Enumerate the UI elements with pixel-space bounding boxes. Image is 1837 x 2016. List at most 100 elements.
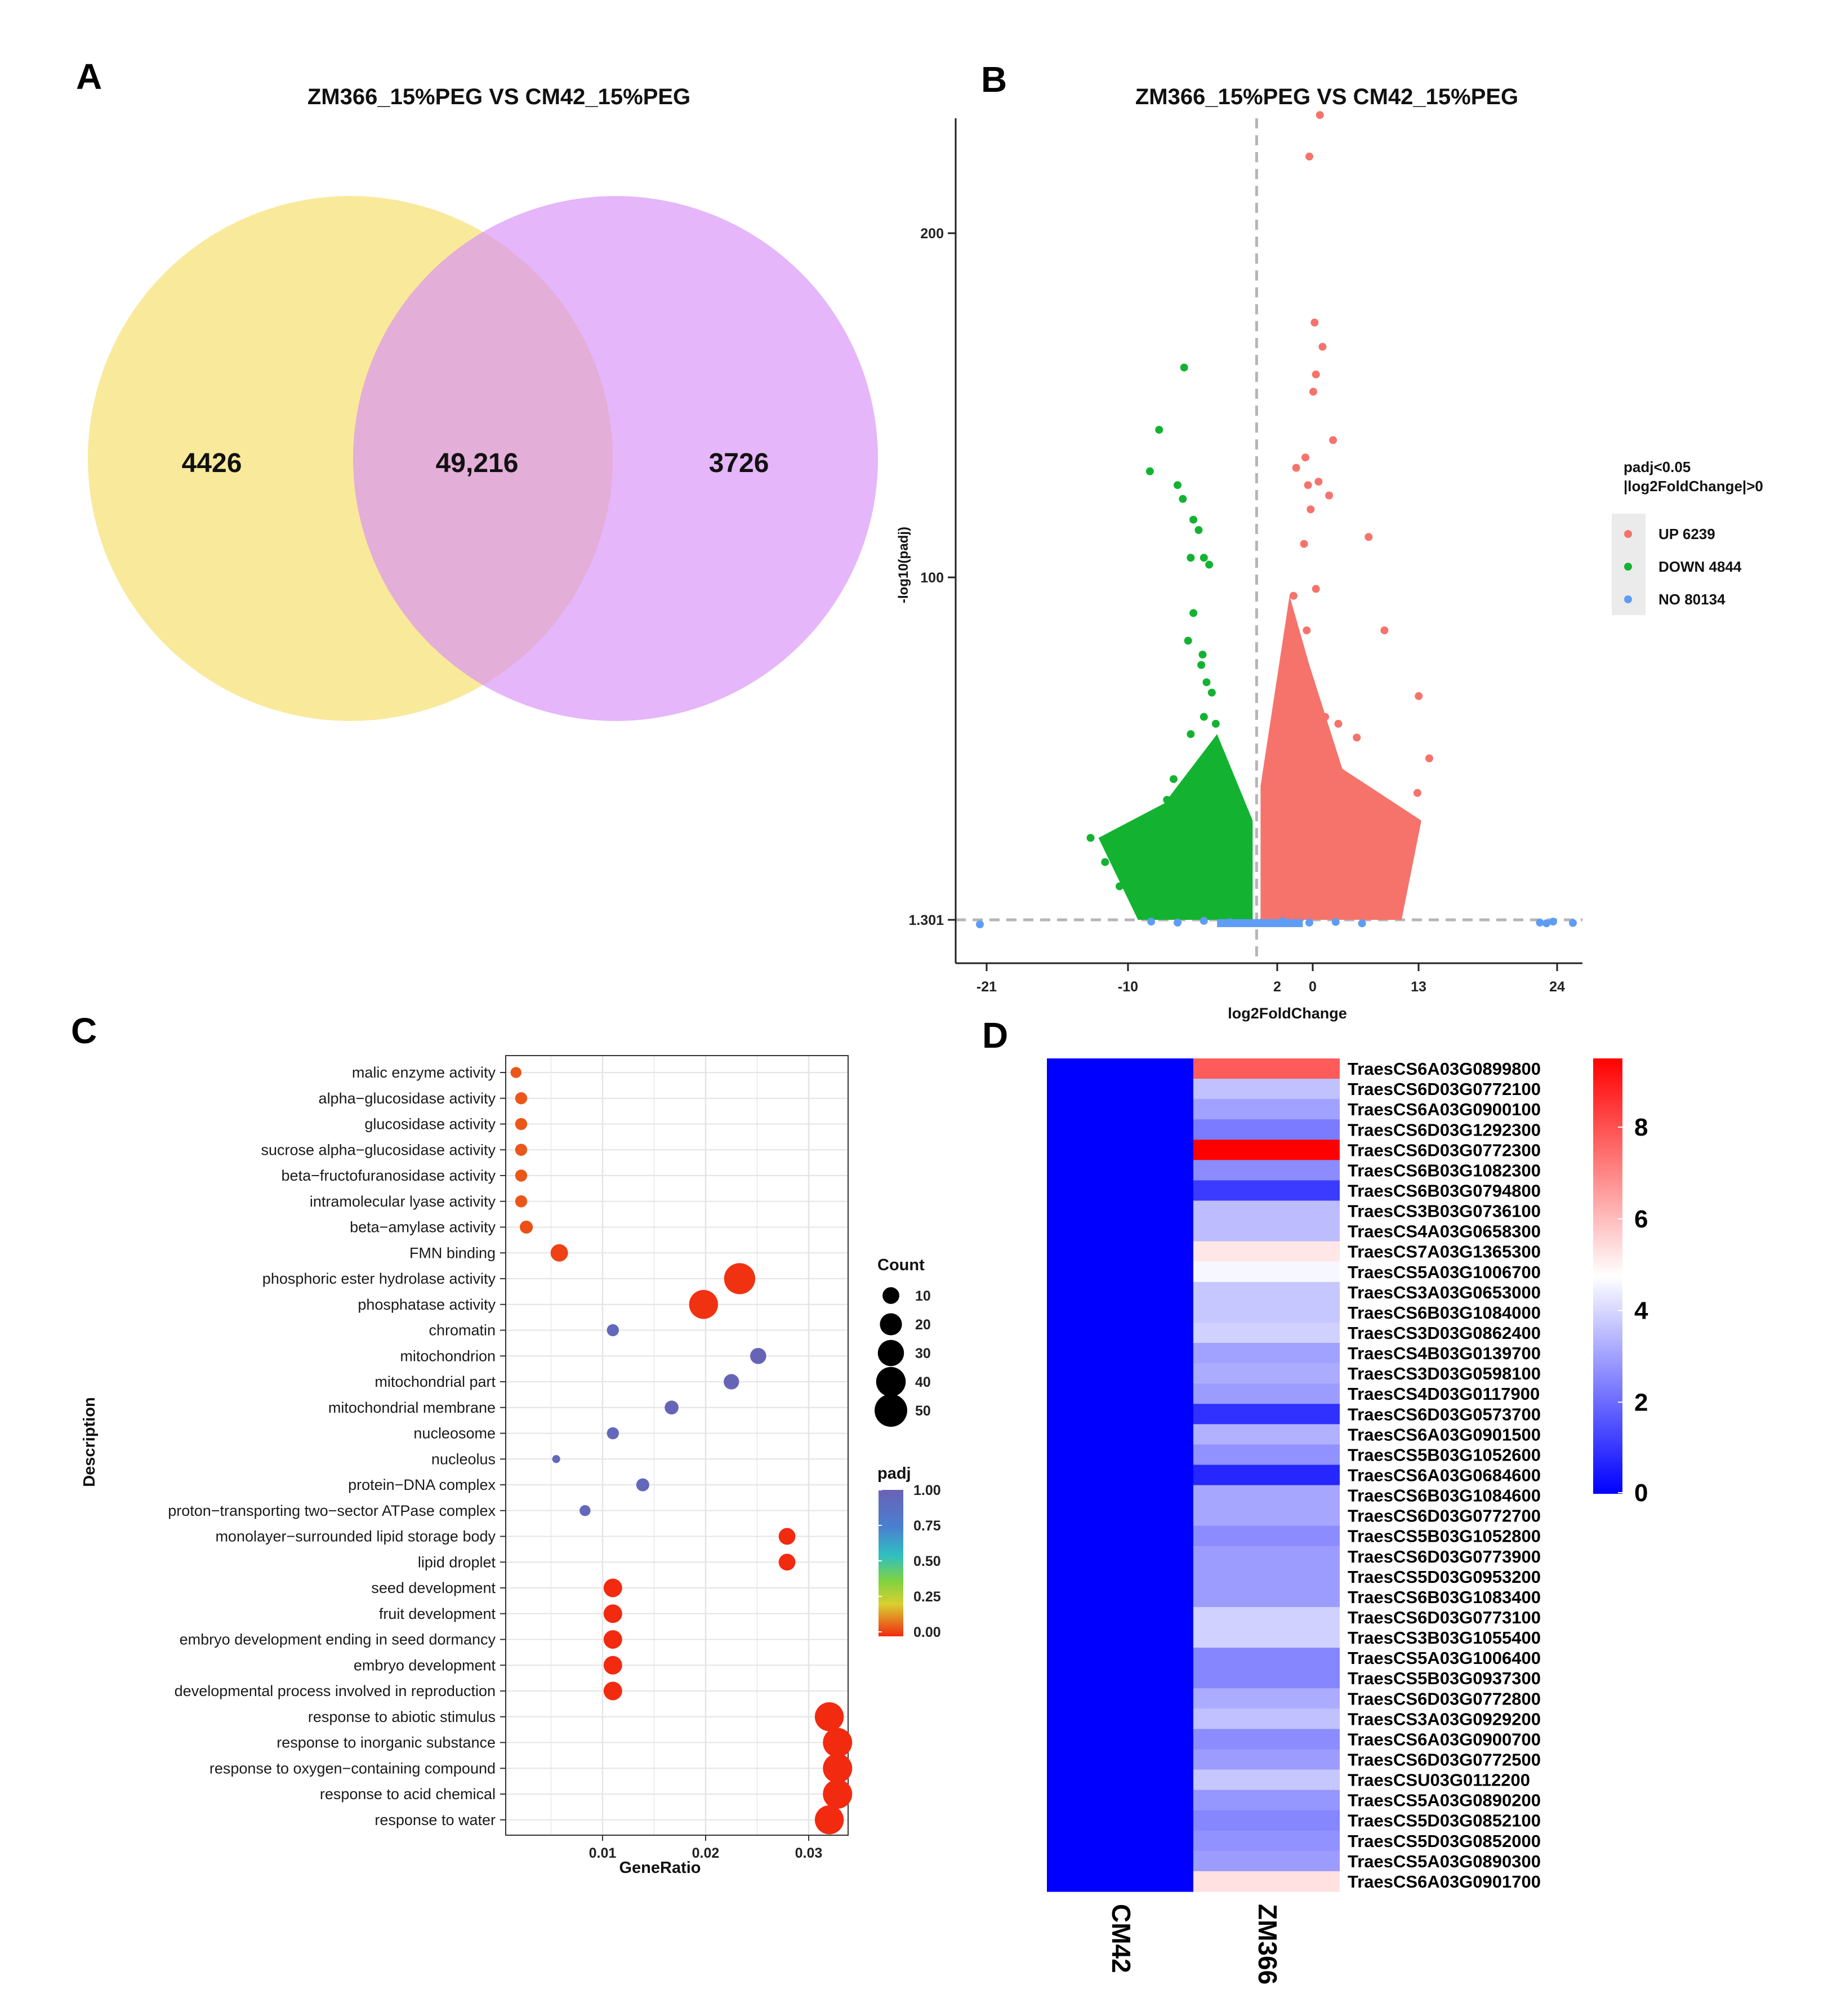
heatmap-colorbar-tick-label: 4 xyxy=(1634,1297,1648,1325)
up-point xyxy=(1291,678,1299,687)
volcano-y-ticks: 1.301 100 200 xyxy=(908,226,956,928)
panel-letter-b: B xyxy=(981,59,1007,100)
volcano-legend: UP 6239 DOWN 4844 NO 80134 xyxy=(1624,526,1742,608)
up-point xyxy=(1301,453,1309,462)
heatmap-cell xyxy=(1193,1444,1340,1466)
up-point xyxy=(1312,585,1320,593)
up-point xyxy=(1321,713,1330,721)
up-point xyxy=(1297,695,1305,704)
dotplot-term-label: mitochondrial membrane xyxy=(328,1399,496,1416)
heatmap-cell xyxy=(1047,1546,1193,1567)
heatmap-cell xyxy=(1193,1079,1340,1100)
dotplot-term-label: response to water xyxy=(374,1812,496,1828)
no-point xyxy=(1252,919,1261,927)
up-point xyxy=(1314,478,1323,486)
up-point xyxy=(1307,505,1315,514)
down-point xyxy=(1086,834,1095,842)
venn-left-only-count: 4426 xyxy=(182,448,242,478)
heatmap-cell xyxy=(1193,1099,1340,1120)
heatmap-gene-label: TraesCS3A03G0929200 xyxy=(1348,1709,1541,1729)
venn-intersection-count: 49,216 xyxy=(436,448,519,478)
dotplot-term-labels: malic enzyme activity alpha−glucosidase a… xyxy=(168,1064,496,1828)
heatmap-cell xyxy=(1047,1221,1193,1242)
down-point xyxy=(1205,560,1214,569)
down-point xyxy=(1202,678,1211,687)
down-point xyxy=(1207,688,1216,697)
heatmap-column-labels: CM42 ZM366 xyxy=(1107,1904,1282,1984)
dotplot-point xyxy=(636,1478,649,1492)
heatmap-cell xyxy=(1193,1627,1340,1648)
dotplot-term-label: alpha−glucosidase activity xyxy=(319,1090,496,1107)
heatmap-gene-labels: TraesCS6A03G0899800TraesCS6D03G0772100Tr… xyxy=(1348,1059,1541,1892)
heatmap-gene-label: TraesCS6A03G0899800 xyxy=(1348,1059,1541,1079)
up-point xyxy=(1387,851,1395,860)
volcano-x-tick-label: -21 xyxy=(977,979,997,995)
heatmap-cell xyxy=(1193,1404,1340,1425)
heatmap-cell xyxy=(1047,1668,1193,1689)
down-point xyxy=(1131,896,1140,905)
dotplot-x-tick-label: 0.03 xyxy=(795,1845,823,1861)
up-point xyxy=(1312,370,1320,379)
volcano-title: ZM366_15%PEG VS CM42_15%PEG xyxy=(1135,84,1518,109)
down-point xyxy=(1198,651,1207,659)
down-point xyxy=(1145,467,1154,475)
dotplot-term-label: phosphoric ester hydrolase activity xyxy=(262,1270,496,1287)
heatmap-cell xyxy=(1193,1221,1340,1242)
heatmap-gene-label: TraesCS6D03G0772500 xyxy=(1348,1750,1541,1770)
heatmap-gene-label: TraesCS3B03G0736100 xyxy=(1348,1201,1541,1221)
heatmap-cell xyxy=(1047,1729,1193,1750)
down-point xyxy=(1169,775,1178,784)
volcano-legend-swatch xyxy=(1624,530,1632,538)
dotplot-term-label: beta−amylase activity xyxy=(350,1219,496,1236)
dotplot-point xyxy=(823,1754,853,1783)
up-point xyxy=(1289,591,1298,600)
down-point xyxy=(1189,515,1198,524)
dotplot-term-label: malic enzyme activity xyxy=(352,1064,496,1081)
heatmap-cell xyxy=(1193,1648,1340,1668)
down-points-cloud xyxy=(1098,734,1253,920)
heatmap-cell xyxy=(1047,1525,1193,1547)
heatmap-cell xyxy=(1193,1465,1340,1486)
size-legend-label: 20 xyxy=(915,1317,931,1333)
heatmap-gene-label: TraesCS5D03G0953200 xyxy=(1348,1567,1541,1587)
down-point xyxy=(1189,609,1198,617)
dotplot-term-label: mitochondrial part xyxy=(374,1373,496,1390)
dotplot-term-label: fruit development xyxy=(379,1605,496,1622)
heatmap-gene-label: TraesCS6D03G0772800 xyxy=(1348,1689,1541,1708)
volcano-legend-label: UP 6239 xyxy=(1658,526,1715,542)
down-point xyxy=(1219,764,1228,773)
padj-colorbar xyxy=(879,1490,903,1636)
size-legend-label: 40 xyxy=(915,1374,931,1390)
down-point xyxy=(1200,713,1208,721)
heatmap-cell xyxy=(1193,1586,1340,1608)
heatmap-gene-label: TraesCS5A03G1006400 xyxy=(1348,1648,1541,1668)
heatmap-gene-label: TraesCS6B03G1084000 xyxy=(1348,1303,1541,1323)
heatmap-cell xyxy=(1047,1708,1193,1730)
heatmap-cell xyxy=(1193,1871,1340,1892)
heatmap-colorbar-tick-label: 0 xyxy=(1634,1479,1648,1507)
heatmap-gene-label: TraesCS6A03G0684600 xyxy=(1348,1466,1541,1485)
dotplot-term-label: sucrose alpha−glucosidase activity xyxy=(261,1141,496,1158)
dotplot-point xyxy=(607,1324,619,1337)
dotplot-point xyxy=(515,1118,528,1131)
heatmap-cell xyxy=(1193,1241,1340,1262)
heatmap-cell xyxy=(1193,1790,1340,1811)
heatmap-cell xyxy=(1193,1160,1340,1181)
dotplot-x-tick-label: 0.01 xyxy=(589,1845,617,1861)
heatmap-cell xyxy=(1193,1200,1340,1222)
up-point xyxy=(1380,626,1389,635)
venn-set-right xyxy=(353,196,878,721)
heatmap-gene-label: TraesCS5B03G1052600 xyxy=(1348,1445,1541,1465)
heatmap-cell xyxy=(1193,1749,1340,1770)
dotplot-point xyxy=(603,1578,622,1597)
heatmap-colorbar-ticks: 0 2 4 6 8 xyxy=(1618,1114,1648,1507)
heatmap-cell xyxy=(1193,1668,1340,1689)
color-legend-label: 0.00 xyxy=(913,1625,941,1640)
no-point xyxy=(1305,918,1313,927)
panel-c: C malic enzyme activity alpha−glucosidase… xyxy=(71,1011,941,1877)
heatmap-cell xyxy=(1047,1281,1193,1303)
up-point xyxy=(1304,481,1312,489)
no-point xyxy=(1536,918,1544,927)
heatmap-cell xyxy=(1047,1079,1193,1100)
heatmap-cell xyxy=(1047,1790,1193,1811)
